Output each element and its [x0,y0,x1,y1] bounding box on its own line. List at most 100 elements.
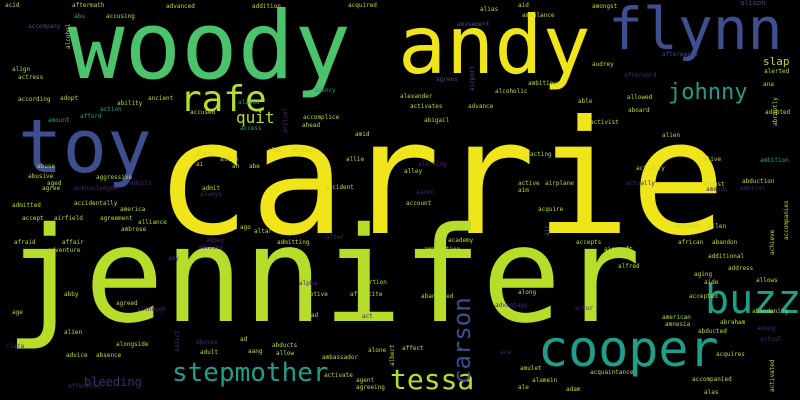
word-also: also [268,147,283,154]
word-alice: alice [220,156,239,163]
word-clara: clara [6,343,25,350]
word-actual: actual [760,336,782,343]
word-carson: carson [448,297,476,385]
word-activity: activity [636,165,665,172]
word-acquired: acquired [348,2,377,9]
word-agency: agency [314,87,336,94]
word-jennifer: jennifer [5,199,641,353]
word-alison: alison [740,0,766,7]
word-abbey: abbey [206,237,225,244]
word-ambush: ambush [344,249,366,256]
word-adventure: adventure [48,247,81,254]
word-bleeding: bleeding [84,375,142,389]
word-aging: aging [694,271,713,278]
word-active: active [518,180,540,187]
word-ammunition: ammunition [424,246,461,253]
word-amends: amends [706,186,728,193]
word-afraid: afraid [14,239,36,246]
word-aang: aang [248,348,263,355]
word-accepted: accepted [689,293,718,300]
word-alive: alive [703,156,722,163]
word-afterwards: afterwards [662,51,699,58]
word-ah: ah [232,163,240,170]
word-aide: aide [704,279,719,286]
word-airplane: airplane [545,180,574,187]
word-ale: ale [518,384,529,391]
word-alert: alert [196,151,215,158]
word-accepts: accepts [576,239,602,246]
word-admitted: admitted [12,202,41,209]
word-admit: admit [202,185,221,192]
word-quit: quit [236,108,275,127]
word-abuse: abuse [37,163,56,170]
word-amongst: amongst [592,3,618,10]
word-carrie: carrie [155,87,726,271]
word-accompany: accompany [28,23,61,30]
word-abe: abe [249,163,260,170]
word-able: able [578,98,593,105]
word-activated: activated [769,359,776,393]
word-according: according [18,96,51,103]
word-airfield: airfield [54,215,83,222]
word-alone: alone [368,347,387,354]
word-buzz: buzz [705,277,800,323]
word-accomplice: accomplice [303,114,340,121]
word-stepmother: stepmother [172,358,329,388]
word-address: address [728,265,754,272]
word-action: action [100,106,122,113]
word-age: age [12,309,23,316]
word-alerting: alerting [418,161,447,168]
word-abraham: abraham [720,319,746,326]
word-albert: albert [389,343,396,366]
word-ad: ad [240,336,248,343]
word-accompanies: accompanies [783,199,790,240]
word-agreed: agreed [116,300,138,307]
word-andy: andy [398,0,591,92]
word-acting: acting [530,151,552,158]
word-activist: activist [590,119,619,126]
word-acid: acid [5,2,20,9]
word-addition: addition [252,3,281,10]
word-adoptive: adoptive [299,291,328,298]
word-agreement: agreement [100,215,133,222]
word-align: align [12,66,31,73]
word-ambitious: ambitious [528,80,561,87]
word-access: access [240,125,262,132]
word-admits: admits [130,180,152,187]
word-advance: advance [468,103,494,110]
word-abigail: abigail [424,117,450,124]
word-absence: absence [96,352,122,359]
word-allie: allie [346,156,365,163]
word-ambition: ambition [760,157,789,164]
word-rafe: rafe [180,79,267,120]
word-acknowledges: acknowledges [74,185,118,192]
word-alaska: alaska [238,99,260,106]
word-amount: amount [48,117,70,124]
word-alias: alias [480,6,499,13]
word-ahead: ahead [300,312,319,319]
word-achieve: achieve [769,229,776,256]
word-toy: toy [18,104,152,190]
word-aim: aim [518,187,529,194]
word-affect: affect [402,345,424,352]
word-adopted: adopted [765,109,791,116]
word-alcoholic: alcoholic [495,88,528,95]
word-amid: amid [355,131,370,138]
word-america: america [120,206,146,213]
word-slap: slap [763,55,790,68]
word-abu: abu [74,13,85,20]
word-alter: alter [326,234,345,241]
word-advice: advice [66,352,88,359]
word-additional: additional [708,253,745,260]
word-alliance: alliance [138,219,167,226]
word-american: american [662,314,691,321]
word-always: always [200,191,222,198]
word-almost: almost [703,181,725,188]
word-ai: ai [196,161,204,168]
word-advantage: advantage [495,302,528,309]
word-affair: affair [62,239,84,246]
word-accept: accept [22,215,44,222]
word-allows: allows [756,277,778,284]
word-although: although [137,306,166,313]
word-ambulance: ambulance [522,12,555,19]
